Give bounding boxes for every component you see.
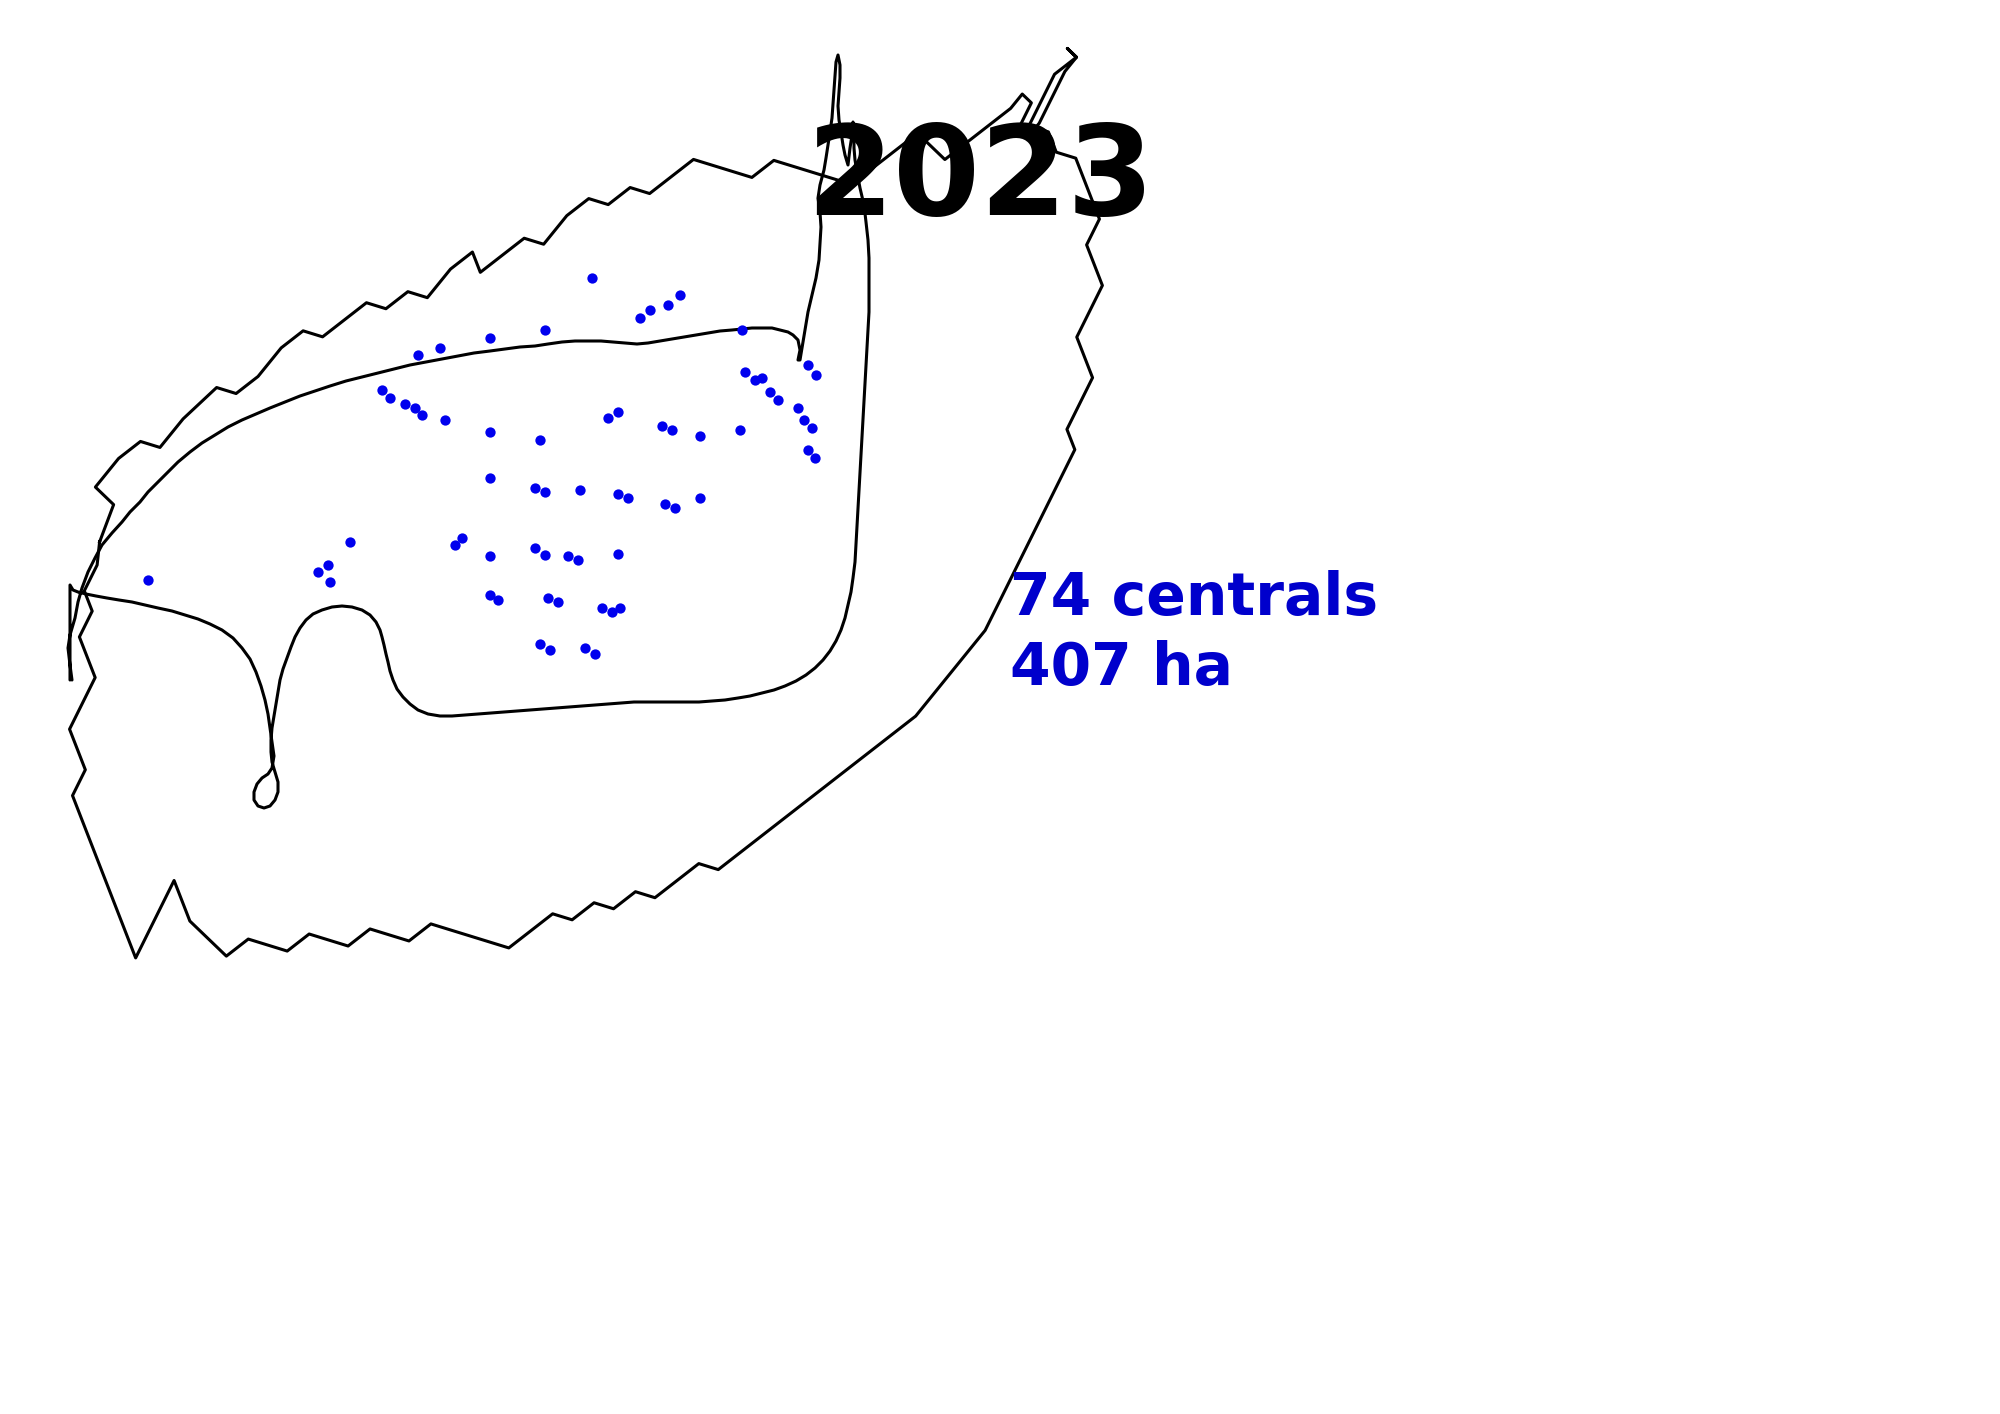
Text: 74 centrals: 74 centrals	[1010, 570, 1378, 626]
Text: 407 ha: 407 ha	[1010, 641, 1232, 697]
Text: 2023: 2023	[806, 120, 1154, 240]
